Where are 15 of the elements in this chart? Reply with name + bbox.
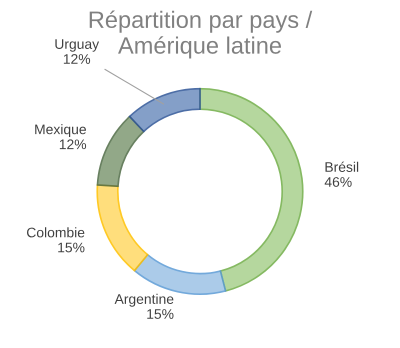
- slice-label: Mexique: [35, 124, 86, 138]
- data-label: 12%: [64, 54, 90, 64]
- donut-slice: [96, 116, 145, 188]
- donut-slice: [199, 88, 304, 292]
- data-label: 15%: [58, 242, 84, 252]
- donut-slice: [96, 184, 148, 272]
- data-label: 12%: [60, 139, 86, 150]
- data-label: 15%: [147, 309, 174, 319]
- slice-label: Brésil: [325, 162, 358, 172]
- slice-label: Colombie: [27, 227, 84, 238]
- data-label: 46%: [324, 177, 352, 187]
- donut-slice: [128, 88, 201, 132]
- slice-label: Urguay: [55, 39, 100, 52]
- slice-label: Argentine: [114, 294, 174, 307]
- donut-slice: [134, 254, 226, 295]
